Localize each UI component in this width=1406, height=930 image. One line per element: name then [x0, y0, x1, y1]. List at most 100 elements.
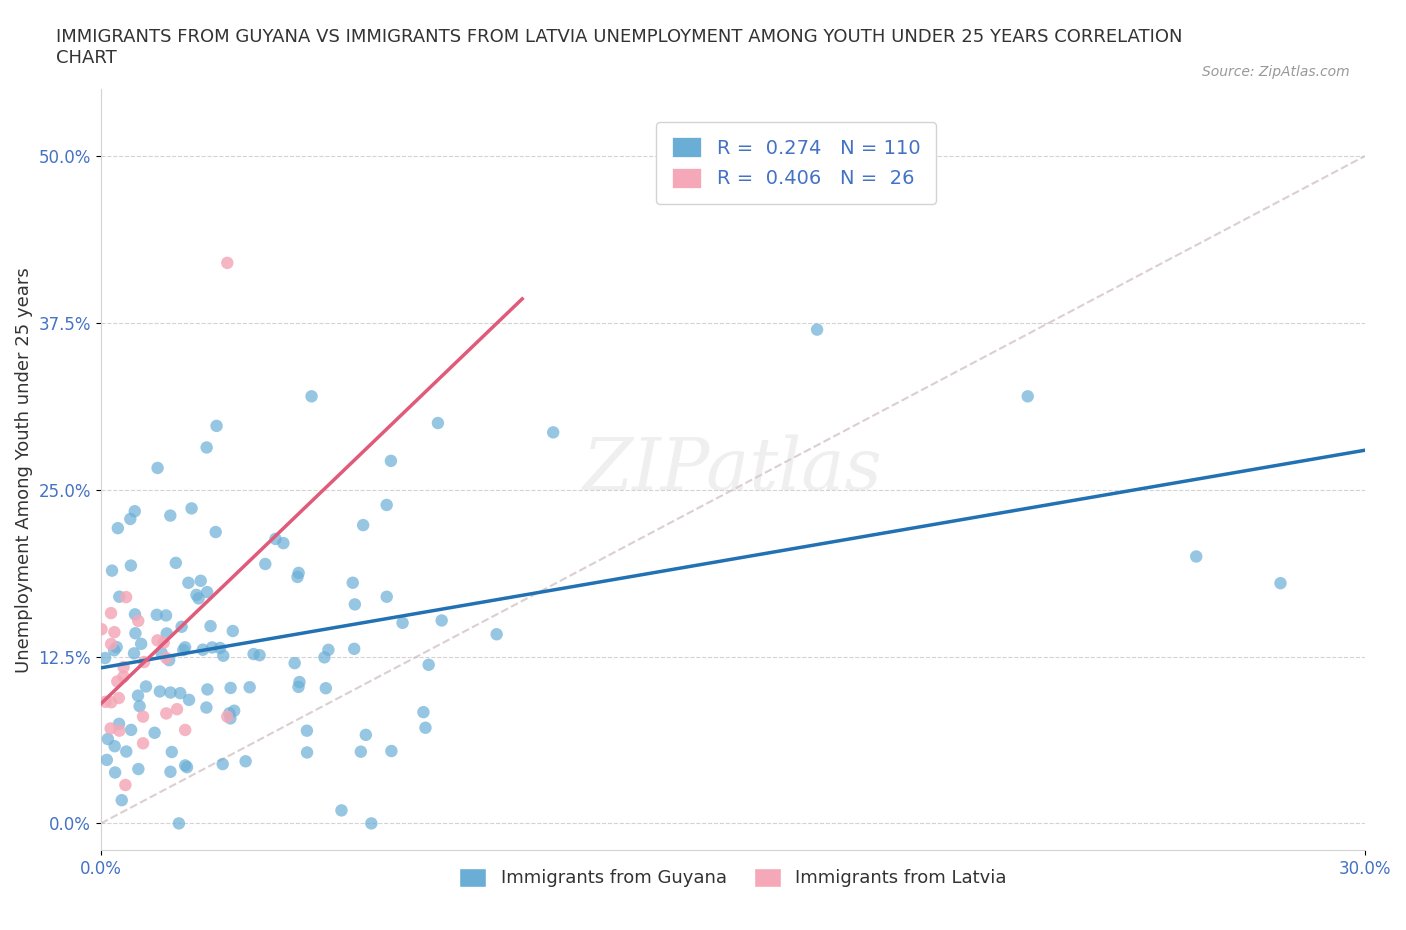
Point: [100, 721, 122, 736]
Point: [111, 792, 134, 807]
Point: [149, 684, 172, 698]
Point: [485, 627, 508, 642]
Point: [172, 643, 194, 658]
Point: [115, 590, 138, 604]
Point: [174, 723, 197, 737]
Point: [146, 607, 169, 622]
Point: [167, 816, 190, 830]
Point: [318, 643, 340, 658]
Point: [391, 616, 413, 631]
Point: [295, 745, 318, 760]
Point: [170, 619, 193, 634]
Point: [287, 569, 309, 584]
Point: [177, 693, 200, 708]
Point: [412, 705, 434, 720]
Point: [155, 706, 177, 721]
Point: [380, 454, 402, 469]
Point: [115, 744, 138, 759]
Point: [287, 680, 309, 695]
Point: [107, 521, 129, 536]
Text: Source: ZipAtlas.com: Source: ZipAtlas.com: [1202, 65, 1350, 79]
Point: [165, 555, 187, 570]
Point: [97, 732, 120, 747]
Point: [174, 758, 197, 773]
Point: [166, 702, 188, 717]
Point: [200, 618, 222, 633]
Point: [127, 614, 149, 629]
Point: [190, 573, 212, 588]
Point: [159, 508, 181, 523]
Point: [101, 564, 124, 578]
Point: [132, 655, 155, 670]
Point: [96, 752, 118, 767]
Point: [124, 504, 146, 519]
Point: [174, 640, 197, 655]
Point: [284, 656, 307, 671]
Point: [288, 674, 311, 689]
Point: [201, 640, 224, 655]
Point: [180, 501, 202, 516]
Point: [541, 425, 564, 440]
Point: [186, 588, 208, 603]
Point: [120, 723, 142, 737]
Point: [132, 710, 155, 724]
Point: [135, 679, 157, 694]
Point: [254, 556, 277, 571]
Point: [242, 646, 264, 661]
Point: [205, 418, 228, 433]
Point: [128, 698, 150, 713]
Point: [191, 643, 214, 658]
Point: [132, 736, 155, 751]
Point: [157, 653, 180, 668]
Point: [806, 322, 828, 337]
Point: [330, 803, 353, 817]
Point: [342, 576, 364, 591]
Point: [343, 597, 366, 612]
Point: [1270, 576, 1292, 591]
Point: [218, 706, 240, 721]
Point: [1185, 549, 1208, 564]
Point: [177, 576, 200, 591]
Point: [264, 531, 287, 546]
Point: [426, 416, 449, 431]
Point: [159, 764, 181, 779]
Point: [169, 685, 191, 700]
Point: [235, 754, 257, 769]
Point: [150, 645, 173, 660]
Text: IMMIGRANTS FROM GUYANA VS IMMIGRANTS FROM LATVIA UNEMPLOYMENT AMONG YOUTH UNDER : IMMIGRANTS FROM GUYANA VS IMMIGRANTS FRO…: [56, 28, 1182, 67]
Point: [159, 685, 181, 700]
Point: [129, 636, 152, 651]
Point: [187, 591, 209, 605]
Point: [295, 724, 318, 738]
Point: [219, 681, 242, 696]
Point: [195, 440, 218, 455]
Point: [112, 659, 135, 674]
Point: [195, 700, 218, 715]
Point: [112, 670, 135, 684]
Point: [208, 641, 231, 656]
Point: [120, 512, 142, 526]
Point: [287, 565, 309, 580]
Point: [108, 590, 131, 604]
Point: [105, 674, 128, 689]
Point: [217, 710, 239, 724]
Point: [143, 725, 166, 740]
Point: [1017, 389, 1039, 404]
Point: [103, 625, 125, 640]
Text: ZIPatlas: ZIPatlas: [583, 434, 883, 505]
Point: [90, 622, 112, 637]
Point: [430, 613, 453, 628]
Point: [105, 640, 128, 655]
Point: [360, 816, 382, 830]
Point: [94, 651, 117, 666]
Point: [156, 626, 179, 641]
Point: [152, 635, 174, 650]
Point: [122, 646, 145, 661]
Y-axis label: Unemployment Among Youth under 25 years: Unemployment Among Youth under 25 years: [15, 267, 32, 672]
Point: [380, 744, 402, 759]
Point: [197, 682, 219, 697]
Point: [211, 757, 233, 772]
Point: [352, 518, 374, 533]
Point: [124, 607, 146, 622]
Point: [146, 460, 169, 475]
